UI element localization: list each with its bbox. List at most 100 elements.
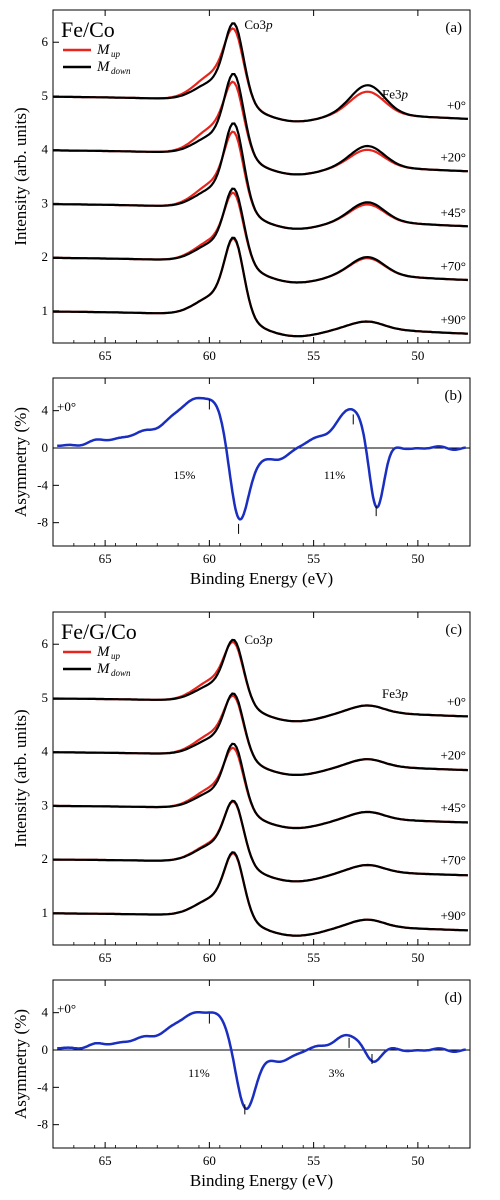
series-up-line: [53, 130, 468, 230]
x-tick-label: 50: [411, 1153, 424, 1168]
peak-label-italic: p: [401, 87, 409, 102]
series-down-line: [53, 851, 468, 937]
legend-label: M: [96, 59, 111, 75]
intensity-panel: 65 60 55 50 1 2 3 4 5 6 Intensity (arb. units) (a) +…: [11, 9, 471, 363]
y-tick-label: 4: [42, 403, 49, 418]
series-down-line: [53, 122, 468, 230]
series-up-line: [53, 237, 468, 338]
x-tick-label: 65: [99, 950, 112, 965]
percent-annotation: 11%: [188, 1066, 210, 1080]
angle-label: +0°: [447, 694, 466, 709]
x-axis-title: Binding Energy (eV): [190, 1171, 333, 1190]
series-down-line: [53, 742, 468, 830]
peak-label-main: Co3: [244, 17, 266, 32]
plot-frame: [52, 979, 471, 1149]
legend-subscript: down: [111, 66, 131, 76]
x-tick-label: 65: [99, 1153, 112, 1168]
y-tick-label: 4: [42, 1005, 49, 1020]
x-tick-label: 50: [411, 551, 424, 566]
angle-label: +70°: [440, 258, 466, 273]
x-tick-label: 50: [411, 348, 424, 363]
y-tick-label: 3: [42, 195, 49, 210]
legend-label: M: [96, 661, 111, 677]
angle-label: +45°: [440, 205, 466, 220]
y-tick-label: 2: [42, 851, 49, 866]
series-down-line: [53, 799, 468, 883]
legend-label: M: [96, 644, 111, 660]
y-tick-label: 1: [42, 303, 49, 318]
panel-label: (c): [445, 622, 462, 638]
y-tick-label: 5: [42, 690, 49, 705]
percent-annotation: 15%: [173, 468, 195, 482]
series-up-line: [53, 191, 468, 284]
peak-label: Co3p: [244, 632, 273, 647]
y-tick-label: 0: [42, 440, 49, 455]
plot-frame: [52, 611, 471, 946]
x-tick-label: 60: [203, 1153, 216, 1168]
peak-label-main: Fe3: [382, 686, 402, 701]
series-down-line: [53, 236, 468, 338]
y-axis-title: Intensity (arb. units): [11, 709, 30, 847]
series-up-line: [53, 800, 468, 883]
y-tick-label: 4: [42, 142, 49, 157]
y-axis-title: Asymmetry (%): [11, 1009, 30, 1119]
x-tick-label: 60: [203, 950, 216, 965]
y-axis-title: Asymmetry (%): [11, 407, 30, 517]
legend-label: M: [96, 42, 111, 58]
y-tick-label: 0: [42, 1042, 49, 1057]
x-tick-label: 60: [203, 551, 216, 566]
legend-subscript: up: [111, 651, 121, 661]
x-tick-label: 55: [307, 551, 320, 566]
y-tick-label: 5: [42, 88, 49, 103]
asymmetry-line: [57, 1011, 467, 1111]
x-tick-label: 65: [99, 551, 112, 566]
peak-label: Fe3p: [382, 87, 409, 102]
y-tick-label: 3: [42, 797, 49, 812]
angle-label: +45°: [440, 800, 466, 815]
y-tick-label: -4: [37, 1079, 48, 1094]
y-tick-label: 1: [42, 905, 49, 920]
series-up-line: [53, 746, 468, 830]
x-axis-title: Binding Energy (eV): [190, 569, 333, 588]
asymmetry-panel: 65 60 55 50 4 0 -4 -8 Asymmetry (%) Binding Energ…: [11, 377, 471, 588]
y-tick-label: -8: [37, 1117, 48, 1132]
y-tick-label: 4: [42, 744, 49, 759]
y-tick-label: 6: [42, 636, 49, 651]
angle-label: +90°: [440, 908, 466, 923]
peak-label-main: Co3: [244, 632, 266, 647]
x-tick-label: 55: [307, 348, 320, 363]
x-tick-label: 55: [307, 1153, 320, 1168]
angle-label: +90°: [440, 312, 466, 327]
y-axis-title: Intensity (arb. units): [11, 107, 30, 245]
y-tick-label: -4: [37, 477, 48, 492]
asymmetry-panel: 65 60 55 50 4 0 -4 -8 Asymmetry (%) Binding Energ…: [11, 979, 471, 1190]
y-tick-label: 2: [42, 249, 49, 264]
peak-label: Fe3p: [382, 686, 409, 701]
x-tick-label: 60: [203, 348, 216, 363]
peak-label-italic: p: [401, 686, 409, 701]
panel-label: (d): [445, 990, 463, 1006]
angle-label: +70°: [440, 852, 466, 867]
legend-subscript: up: [111, 49, 121, 59]
angle-label: +0°: [57, 399, 76, 414]
series-down-line: [53, 638, 468, 723]
peak-label-italic: p: [265, 17, 273, 32]
series-down-line: [53, 692, 468, 776]
percent-annotation: 11%: [324, 468, 346, 482]
plot-frame: [52, 9, 471, 344]
asymmetry-line: [57, 396, 467, 521]
legend-subscript: down: [111, 668, 131, 678]
panel-label: (b): [445, 388, 463, 404]
angle-label: +20°: [440, 149, 466, 164]
series-down-line: [52, 22, 468, 123]
peak-label-main: Fe3: [382, 87, 402, 102]
series-down-line: [53, 73, 468, 176]
angle-label: +0°: [447, 97, 466, 112]
peak-label: Co3p: [244, 17, 273, 32]
y-tick-label: 6: [42, 34, 49, 49]
series-up-line: [53, 694, 468, 776]
sample-title: Fe/Co: [61, 17, 115, 42]
series-up-line: [53, 852, 468, 937]
x-tick-label: 55: [307, 950, 320, 965]
